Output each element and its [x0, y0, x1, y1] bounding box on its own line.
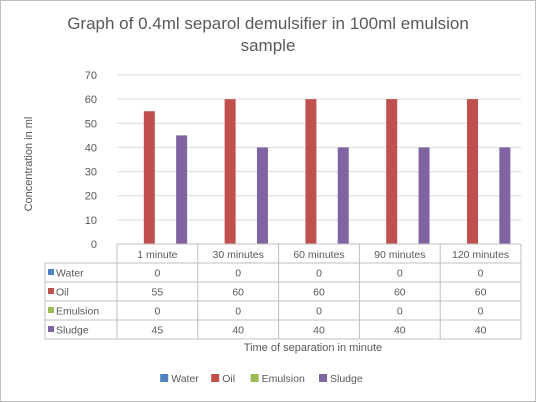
- x-tick-label: 30 minutes: [213, 249, 264, 261]
- table-cell: 40: [394, 325, 406, 337]
- bar-sludge: [256, 147, 268, 244]
- bar-sludge: [499, 147, 511, 244]
- legend-oil-icon: [211, 374, 220, 382]
- chart-title: Graph of 0.4ml separol demulsifier in 10…: [1, 13, 535, 57]
- legend-label: Oil: [222, 373, 235, 385]
- table-cell: 55: [152, 287, 164, 299]
- x-axis-label: Time of separation in minute: [244, 342, 382, 354]
- legend-key-water-icon: [48, 269, 54, 275]
- legend-key-emulsion-icon: [48, 307, 54, 313]
- table-cell: 40: [475, 325, 487, 337]
- table-cell: 0: [316, 306, 322, 318]
- x-tick-label: 90 minutes: [374, 249, 425, 261]
- table-row-label: Water: [56, 268, 84, 280]
- legend-key-sludge-icon: [48, 326, 54, 332]
- legend-label: Sludge: [330, 373, 363, 385]
- legend-emulsion-icon: [250, 374, 259, 382]
- legend-sludge-icon: [319, 374, 327, 382]
- table-cell: 60: [313, 287, 325, 299]
- y-tick-label: 40: [85, 142, 97, 154]
- bar-sludge: [176, 135, 188, 244]
- x-tick-label: 1 minute: [137, 249, 177, 261]
- y-tick-label: 10: [85, 215, 97, 227]
- bar-oil: [224, 99, 236, 245]
- table-cell: 0: [478, 306, 484, 318]
- bar-oil: [467, 99, 479, 245]
- table-cell: 0: [397, 306, 403, 318]
- table-cell: 0: [235, 306, 241, 318]
- y-tick-label: 30: [85, 167, 97, 179]
- y-tick-label: 0: [91, 239, 97, 251]
- legend-key-oil-icon: [48, 288, 54, 294]
- table-cell: 0: [154, 306, 160, 318]
- table-cell: 60: [475, 287, 487, 299]
- table-cell: 0: [316, 268, 322, 280]
- y-tick-label: 20: [85, 191, 97, 203]
- legend-label: Water: [171, 373, 199, 385]
- table-row-label: Sludge: [56, 325, 89, 337]
- x-tick-label: 120 minutes: [452, 249, 509, 261]
- y-tick-label: 70: [85, 70, 97, 82]
- table-cell: 40: [313, 325, 325, 337]
- chart-title-line-2: sample: [240, 36, 296, 55]
- x-tick-label: 60 minutes: [293, 249, 344, 261]
- chart-title-line-1: Graph of 0.4ml separol demulsifier in 10…: [67, 14, 469, 33]
- y-tick-label: 50: [85, 118, 97, 130]
- table-cell: 40: [232, 325, 244, 337]
- table-cell: 60: [394, 287, 406, 299]
- bar-oil: [305, 99, 317, 245]
- table-cell: 0: [235, 268, 241, 280]
- legend-label: Emulsion: [262, 373, 305, 385]
- table-row-label: Emulsion: [56, 306, 99, 318]
- y-tick-label: 60: [85, 94, 97, 106]
- bar-oil: [143, 111, 155, 244]
- bar-oil: [386, 99, 398, 245]
- table-cell: 0: [154, 268, 160, 280]
- bar-sludge: [337, 147, 349, 244]
- legend-water-icon: [160, 374, 169, 382]
- table-cell: 45: [152, 325, 164, 337]
- table-cell: 0: [478, 268, 484, 280]
- y-axis-label: Concentration in ml: [23, 117, 35, 212]
- table-cell: 60: [232, 287, 244, 299]
- table-cell: 0: [397, 268, 403, 280]
- bar-sludge: [418, 147, 430, 244]
- table-row-label: Oil: [56, 287, 69, 299]
